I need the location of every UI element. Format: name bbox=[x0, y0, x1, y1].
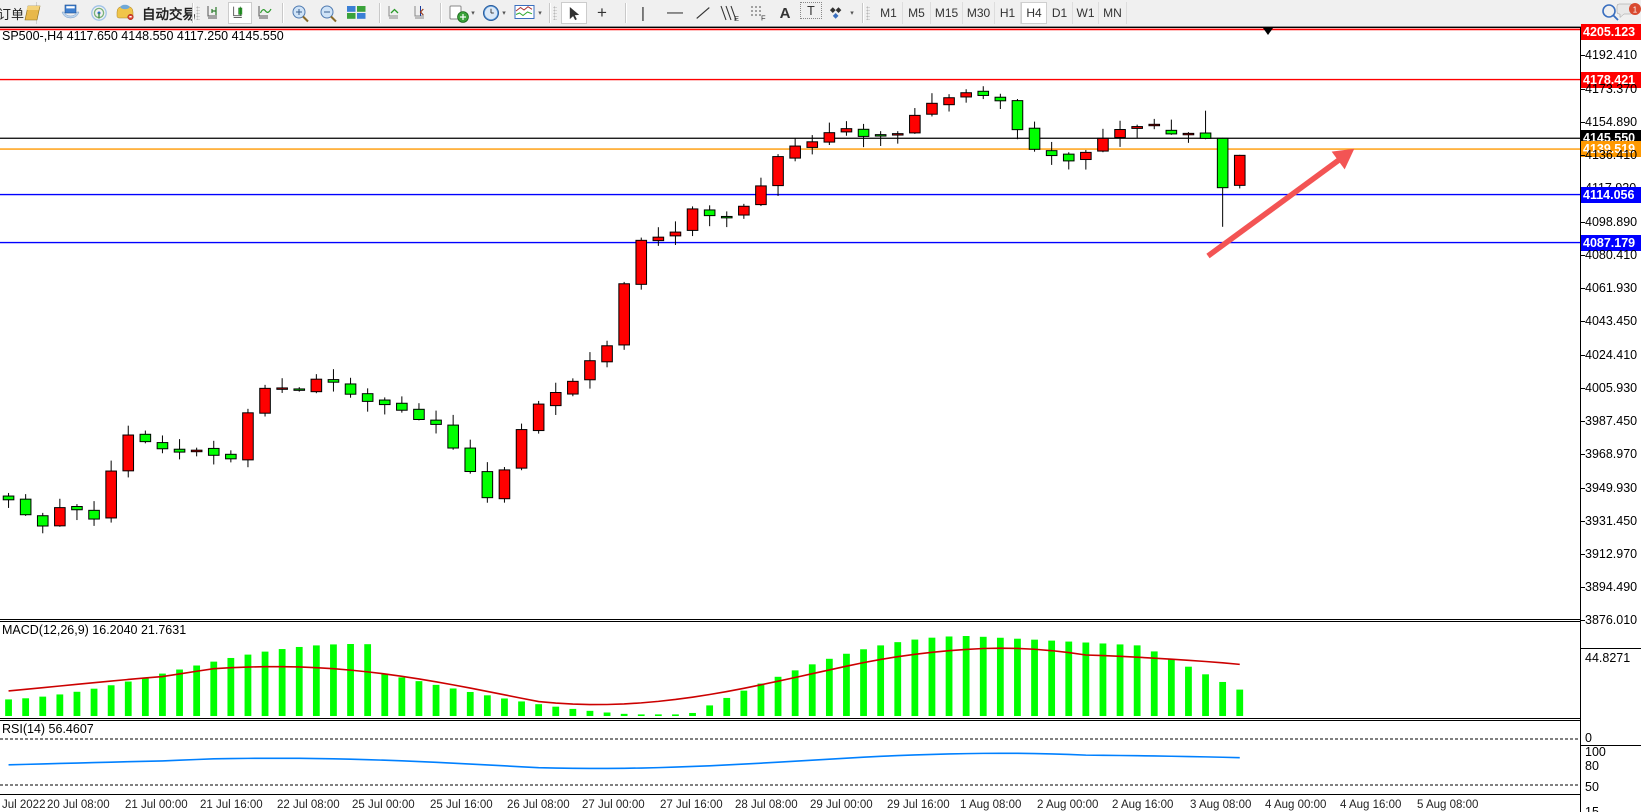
svg-text:E: E bbox=[734, 14, 739, 22]
svg-text:1: 1 bbox=[1633, 5, 1638, 14]
svg-text:F: F bbox=[761, 14, 766, 22]
